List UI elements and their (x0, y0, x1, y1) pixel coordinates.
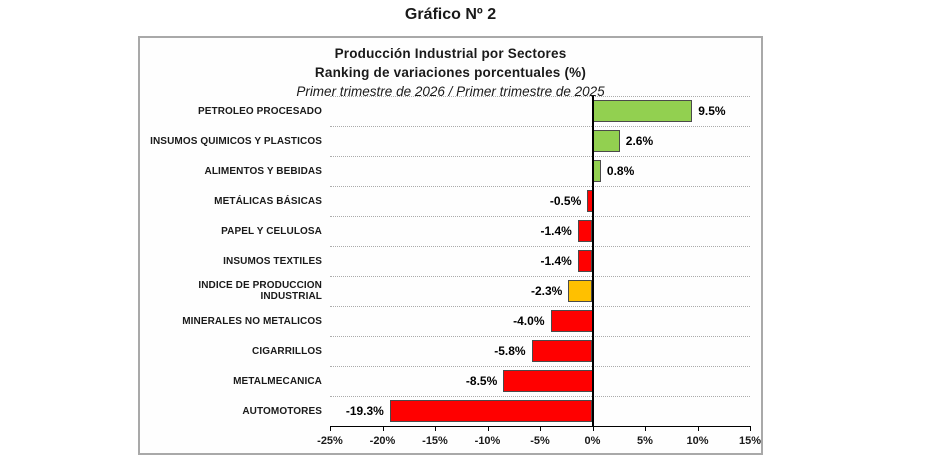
chart-title-line1: Producción Industrial por Sectores (334, 46, 567, 61)
gridline (330, 126, 750, 127)
bar-value-label: 0.8% (606, 164, 635, 178)
data-bar (592, 100, 693, 122)
x-axis-tick-label: 10% (686, 435, 709, 447)
x-axis-tick-label: 15% (738, 435, 762, 447)
gridline (330, 156, 750, 157)
x-axis-tick-label: -5% (530, 435, 550, 447)
chart-subtitle: Primer trimestre de 2026 / Primer trimes… (296, 84, 605, 99)
category-label: PETROLEO PROCESADO (197, 105, 322, 117)
chart-title-line2: Ranking de variaciones porcentuales (%) (314, 65, 587, 80)
data-bar (592, 160, 601, 182)
data-bar (592, 130, 620, 152)
data-bar (531, 340, 593, 362)
gridline (330, 216, 750, 217)
data-bar (577, 220, 593, 242)
bar-value-label: -19.3% (345, 404, 384, 418)
chart-titles: Producción Industrial por Sectores Ranki… (140, 44, 761, 101)
zero-line (591, 96, 594, 426)
x-axis-tick (487, 426, 489, 431)
x-axis-tick (750, 426, 751, 431)
category-label: METÁLICAS BÁSICAS (214, 195, 322, 207)
bar-value-label: -5.8% (494, 344, 526, 358)
gridline (330, 96, 750, 97)
category-label: METALMECANICA (233, 375, 322, 387)
x-axis-tick-label: 5% (637, 435, 653, 447)
gridline (330, 306, 750, 307)
bar-value-label: -2.3% (531, 284, 563, 298)
gridline (330, 186, 750, 187)
x-axis-tick-label: 0% (584, 435, 601, 447)
category-axis: PETROLEO PROCESADO INSUMOS QUIMICOS Y PLA… (140, 96, 326, 426)
x-axis-tick (592, 426, 594, 431)
bar-value-label: 9.5% (698, 104, 726, 118)
bar-value-label: -4.0% (513, 314, 545, 328)
page-title: Gráfico Nº 2 (404, 6, 497, 23)
x-axis-tick (540, 426, 541, 431)
bar-value-label: -0.5% (549, 194, 582, 208)
category-label: PAPEL Y CELULOSA (221, 225, 322, 237)
category-label: INDICE DE PRODUCCION INDUSTRIAL (198, 280, 322, 302)
gridline (330, 246, 750, 247)
category-label: INSUMOS QUIMICOS Y PLASTICOS (150, 135, 322, 147)
data-bar (550, 310, 593, 332)
data-bar (577, 250, 593, 272)
bar-value-label: -8.5% (465, 374, 498, 388)
x-axis-tick (330, 426, 331, 431)
gridline (330, 366, 750, 367)
data-bar (389, 400, 593, 422)
x-axis-tick-label: -20% (369, 435, 396, 447)
gridline (330, 396, 750, 397)
data-bar (503, 370, 593, 392)
data-bar (568, 280, 593, 302)
bar-value-label: -1.4% (540, 224, 572, 238)
category-label: CIGARRILLOS (252, 345, 322, 357)
category-label: ALIMENTOS Y BEBIDAS (204, 165, 322, 177)
bar-value-label: -1.4% (540, 254, 572, 268)
x-axis-tick (435, 426, 436, 431)
category-label: INSUMOS TEXTILES (223, 255, 322, 267)
bar-value-label: 2.6% (625, 134, 654, 148)
gridline (330, 336, 750, 337)
x-axis-tick (382, 426, 384, 431)
gridline (330, 276, 750, 277)
x-axis-tick-label: -10% (474, 435, 501, 447)
category-label: MINERALES NO METALICOS (182, 315, 322, 327)
x-axis-tick-label: -25% (317, 435, 343, 447)
category-label: AUTOMOTORES (242, 405, 322, 417)
plot-area: 9.5% 2.6% 0.8% -0.5% -1.4% -1.4% -2.3% -4.0% -5.… (317, 96, 761, 447)
x-axis-tick (645, 426, 646, 431)
x-axis-tick (697, 426, 699, 431)
chart-frame: Producción Industrial por Sectores Ranki… (138, 36, 763, 455)
x-axis-tick-label: -15% (422, 435, 448, 447)
